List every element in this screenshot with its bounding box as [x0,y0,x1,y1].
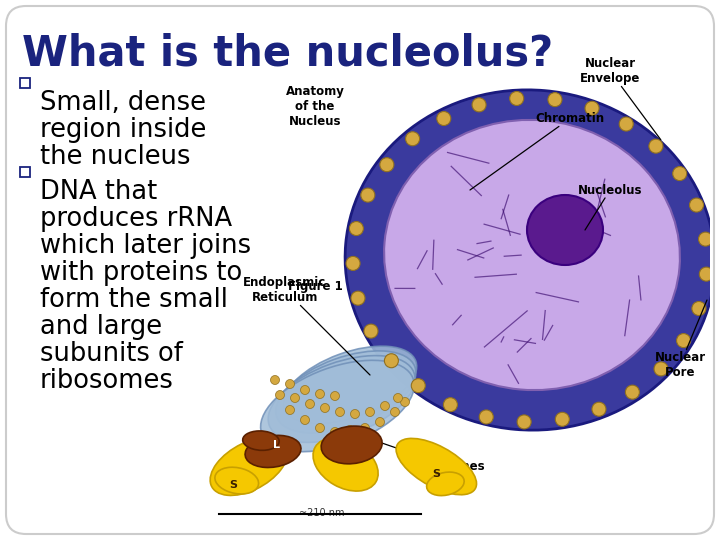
Ellipse shape [268,356,415,442]
Text: ribosomes: ribosomes [40,368,174,394]
Circle shape [690,198,703,212]
Circle shape [320,403,330,413]
Circle shape [384,354,398,368]
Circle shape [692,301,706,315]
Circle shape [699,267,714,281]
Circle shape [437,111,451,125]
Circle shape [548,93,562,106]
Circle shape [411,379,426,393]
Ellipse shape [427,472,464,496]
Text: Nuclear
Envelope: Nuclear Envelope [580,57,661,140]
Circle shape [619,117,633,131]
Text: with proteins to: with proteins to [40,260,242,286]
Circle shape [361,188,375,202]
Circle shape [672,166,687,180]
Text: S: S [432,469,441,480]
Ellipse shape [261,360,414,451]
Text: which later joins: which later joins [40,233,251,259]
FancyBboxPatch shape [20,78,30,88]
FancyBboxPatch shape [6,6,714,534]
Text: L: L [273,440,279,450]
Ellipse shape [245,435,301,468]
Ellipse shape [321,426,382,464]
Ellipse shape [527,195,603,265]
Circle shape [346,426,354,435]
Text: What is the nucleolus?: What is the nucleolus? [22,32,553,74]
Ellipse shape [283,346,417,424]
Circle shape [380,402,390,410]
Ellipse shape [313,438,378,491]
Text: form the small: form the small [40,287,228,313]
Circle shape [361,423,369,433]
Text: Nuclear
Pore: Nuclear Pore [654,300,707,379]
Text: S: S [230,480,238,490]
Circle shape [376,417,384,427]
Circle shape [349,221,364,235]
FancyBboxPatch shape [20,167,30,177]
Text: Chromatin: Chromatin [470,112,605,190]
Text: Nucleolus: Nucleolus [577,184,642,230]
Circle shape [330,428,340,436]
Circle shape [315,389,325,399]
Circle shape [315,423,325,433]
Ellipse shape [215,467,258,494]
Ellipse shape [384,120,680,390]
Circle shape [585,102,599,115]
Text: subunits of: subunits of [40,341,183,367]
Text: Endoplasmic
Reticulum: Endoplasmic Reticulum [243,276,370,375]
Ellipse shape [276,351,416,433]
Text: the nucleus: the nucleus [40,144,191,170]
Text: Anatomy
of the
Nucleus: Anatomy of the Nucleus [286,85,344,128]
Ellipse shape [345,90,715,430]
Circle shape [510,91,523,105]
Circle shape [592,402,606,416]
Circle shape [380,158,394,172]
Text: DNA that: DNA that [40,179,157,205]
Ellipse shape [210,438,287,495]
Circle shape [364,324,378,338]
Circle shape [300,386,310,395]
Circle shape [400,397,410,407]
Circle shape [394,394,402,402]
Text: Ribosomes: Ribosomes [350,432,486,473]
Circle shape [472,98,486,112]
Circle shape [366,408,374,416]
Circle shape [305,400,315,408]
Circle shape [351,409,359,418]
Circle shape [351,291,365,305]
Circle shape [300,415,310,424]
Circle shape [405,132,420,146]
Ellipse shape [243,431,279,450]
Circle shape [271,375,279,384]
Circle shape [698,232,713,246]
Text: Small, dense: Small, dense [40,90,206,116]
Text: ~210 nm: ~210 nm [299,508,344,518]
Circle shape [336,408,344,416]
Circle shape [330,392,340,401]
Text: Figure 1: Figure 1 [287,280,343,293]
Text: region inside: region inside [40,117,207,143]
Circle shape [346,256,360,271]
Circle shape [555,412,570,426]
Circle shape [390,408,400,416]
Circle shape [286,406,294,415]
Circle shape [677,334,690,348]
Text: produces rRNA: produces rRNA [40,206,232,232]
Circle shape [626,385,639,399]
Circle shape [480,410,493,424]
Text: and large: and large [40,314,162,340]
Circle shape [517,415,531,429]
Circle shape [654,362,668,376]
Circle shape [649,139,663,153]
Ellipse shape [396,438,477,495]
Circle shape [276,390,284,400]
Circle shape [290,394,300,402]
Circle shape [286,380,294,388]
Circle shape [444,397,457,411]
